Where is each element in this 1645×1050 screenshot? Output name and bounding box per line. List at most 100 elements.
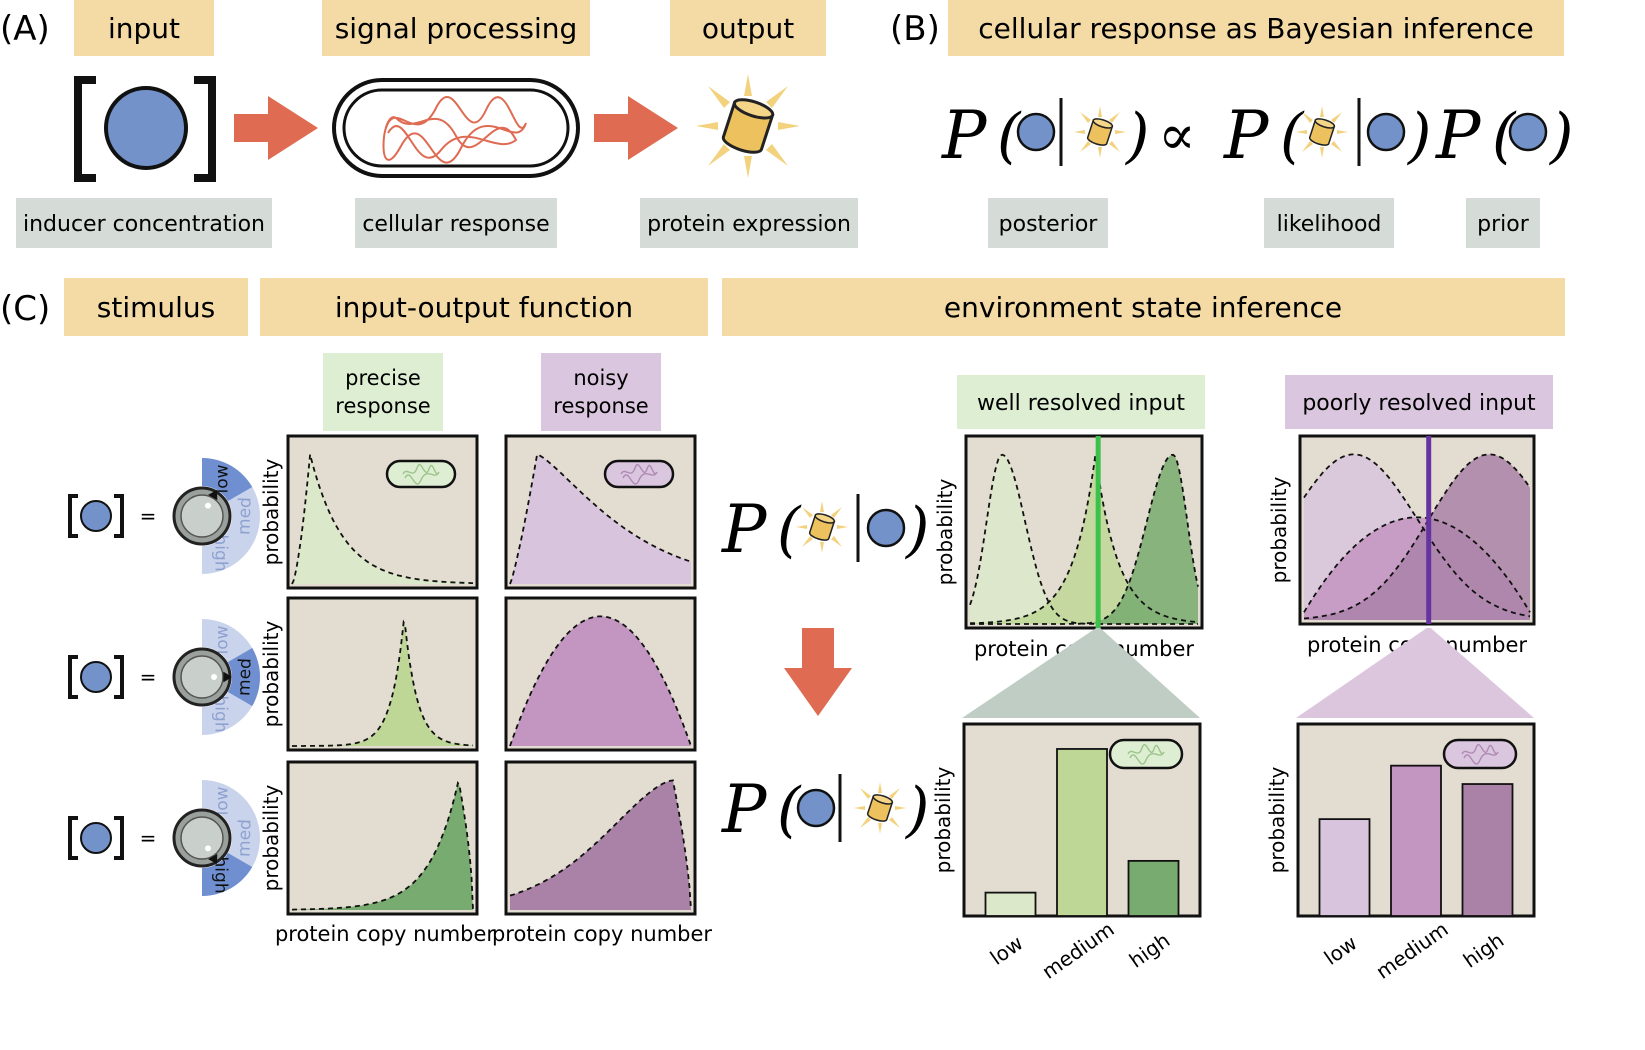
distribution-curve <box>969 453 1198 625</box>
panel-a-header-output: output <box>670 0 826 56</box>
protein-expression-icon <box>694 72 802 180</box>
posterior-bar <box>1127 859 1180 917</box>
bracket-left <box>68 494 78 538</box>
p-symbol: P <box>1223 97 1270 174</box>
io-xlabel-precise: protein copy number <box>275 922 495 946</box>
caption-inducer-label: inducer concentration <box>23 212 265 237</box>
likelihood-expression: P ( ) <box>721 491 929 568</box>
posterior-bar <box>1390 764 1442 917</box>
distribution-fill <box>510 454 691 584</box>
protein-icon <box>795 500 849 554</box>
distribution-fill <box>510 780 691 910</box>
distribution-fill <box>970 454 1198 624</box>
posterior-expression: P ( ) <box>721 771 929 848</box>
paren-close: ) <box>1548 101 1573 171</box>
distribution-curve <box>1303 453 1531 618</box>
distribution-curve <box>1303 453 1531 620</box>
distribution-fill <box>970 454 1198 624</box>
bracket-right <box>114 816 124 860</box>
posterior-bar <box>984 891 1037 917</box>
posterior-bar <box>1056 748 1108 917</box>
panel-b-header: cellular response as Bayesian inference <box>948 0 1564 56</box>
distribution-fill <box>970 454 1198 624</box>
posterior-ylabel: probability <box>1265 766 1289 873</box>
io-plots: probability probability probability <box>259 434 697 916</box>
bar-category-label: low <box>1320 931 1362 970</box>
paren-close: ) <box>1124 101 1149 171</box>
tag-noisy-label: noisy response <box>553 366 648 418</box>
distribution-curve <box>291 454 473 585</box>
dial-label: med <box>234 497 255 535</box>
posterior-plot-poor: low medium high probability <box>1265 722 1536 984</box>
cell-icon <box>1108 738 1184 770</box>
distribution-curve <box>1303 516 1531 613</box>
dial-label: med <box>234 819 255 857</box>
bracket-right <box>114 494 124 538</box>
cell-icon <box>1442 738 1518 770</box>
arrow-down-icon <box>784 628 852 716</box>
term-likelihood-label: likelihood <box>1277 212 1382 237</box>
panel-b-header-label: cellular response as Bayesian inference <box>978 12 1533 45</box>
caption-protein-label: protein expression <box>647 212 851 237</box>
term-posterior-label: posterior <box>999 212 1099 237</box>
io-ylabel: probability <box>259 784 283 891</box>
equals-sign: = <box>140 665 157 689</box>
zoom-wedge <box>962 628 1200 718</box>
inducer-icon <box>80 661 112 693</box>
inducer-icon <box>1016 112 1056 152</box>
header-env-label: environment state inference <box>944 291 1342 324</box>
protein-icon <box>1295 105 1349 159</box>
distribution-curve <box>509 615 692 747</box>
zoom-wedge <box>1296 628 1534 718</box>
dial-label: high <box>211 535 231 572</box>
dial-label: low <box>213 464 233 493</box>
caption-cellular-label: cellular response <box>362 212 549 237</box>
io-plot-precise <box>286 434 479 590</box>
dial-pointer-icon <box>208 853 218 864</box>
io-plot-precise <box>286 760 479 916</box>
p-symbol: P <box>941 97 988 174</box>
likelihood-ylabel: probability <box>1267 476 1291 583</box>
header-signal-label: signal processing <box>335 12 578 45</box>
bayes-equation: P ( ) ∝ P ( ) P ( ) <box>941 97 1573 174</box>
posterior-bar <box>1318 818 1371 917</box>
distribution-curve <box>292 780 474 911</box>
distribution-curve <box>970 453 1199 625</box>
inducer-icon <box>1366 112 1406 152</box>
dial-pointer-icon <box>223 671 232 683</box>
bar-category-label: high <box>1459 928 1508 973</box>
io-plot-precise <box>286 596 479 752</box>
panel-c-header-env: environment state inference <box>722 278 1565 336</box>
distribution-curve <box>509 779 692 911</box>
term-posterior: posterior <box>988 198 1108 248</box>
inducer-icon <box>80 822 112 854</box>
distribution-fill <box>292 454 473 584</box>
header-stimulus-label: stimulus <box>97 291 215 324</box>
cell-icon <box>603 459 675 489</box>
distribution-fill <box>510 616 691 746</box>
bar-category-label: medium <box>1037 917 1118 984</box>
equals-sign: = <box>140 504 157 528</box>
panel-a-header-input: input <box>74 0 214 56</box>
term-prior-label: prior <box>1477 212 1530 237</box>
bracket-right <box>114 655 124 699</box>
inducer-concentration-icon <box>74 76 216 182</box>
bar-category-label: medium <box>1371 917 1452 984</box>
posterior-ylabel: probability <box>931 766 955 873</box>
posterior-plot-well: low medium high probability <box>931 722 1202 984</box>
io-plot-noisy <box>504 760 697 916</box>
term-likelihood: likelihood <box>1264 198 1394 248</box>
inducer-icon <box>1508 112 1548 152</box>
panel-b-letter: (B) <box>890 9 940 49</box>
p-symbol: P <box>721 771 768 848</box>
distribution-curve <box>292 619 473 747</box>
dial-label: med <box>234 658 255 696</box>
